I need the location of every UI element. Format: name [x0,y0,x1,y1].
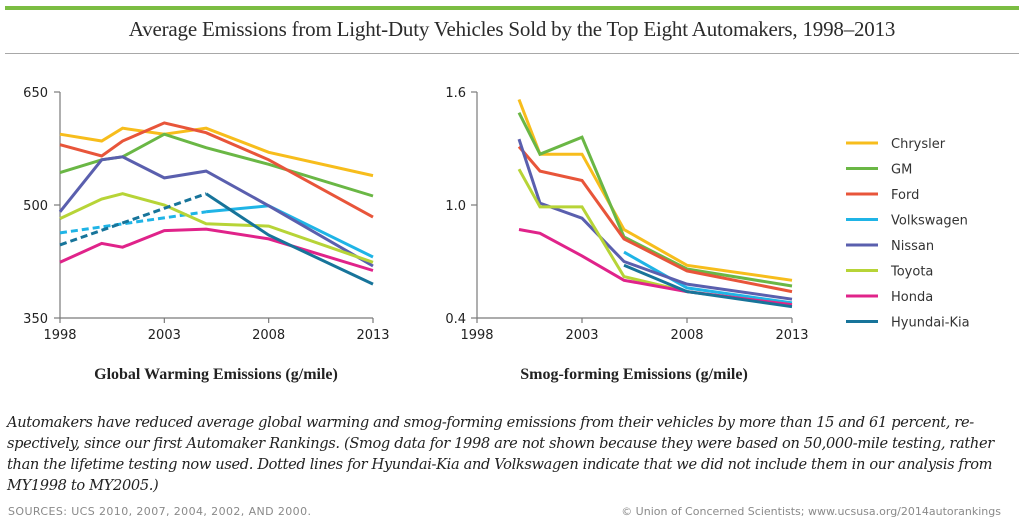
series-line-nissan [58,155,374,268]
caption: Automakers have reduced average global w… [7,412,1017,496]
x-axis-title: Global Warming Emissions (g/mile) [94,366,338,383]
series-line-volkswagen-dashed [59,210,207,235]
series-line-honda [59,227,374,272]
caption-line: spectively, since our first Automaker Ra… [7,435,994,452]
x-tick-label: 1998 [460,328,493,343]
series-line-hyundai-kia [205,192,374,286]
y-tick-label: 0.4 [445,312,466,327]
y-tick-label: 1.6 [445,86,466,101]
smog-forming-chart: 0.4 1.0 1.6 1998 2003 2008 2013 Smog-forming Em… [445,86,808,383]
charts-canvas: 350 500 650 1998 2003 2008 2013 Global Warming … [23,86,970,383]
global-warming-chart: 350 500 650 1998 2003 2008 2013 Global Warming … [23,86,389,383]
y-tick-label: 650 [23,86,48,101]
x-tick-label: 1998 [43,328,76,343]
series-line-gm [517,112,793,288]
series-line-hyundai-kia [623,263,793,309]
x-tick-label: 2013 [775,328,808,343]
x-tick-label: 2003 [565,328,598,343]
legend-label-toyota: Toyota [890,265,933,280]
legend-label-nissan: Nissan [891,239,934,254]
series-line-ford [517,145,793,294]
caption-line: than the lifetime testing now used. Dott… [7,456,993,473]
credit-line: © Union of Concerned Scientists; www.ucs… [621,505,1001,518]
legend-label-gm: GM [891,163,912,178]
x-tick-label: 2013 [356,328,389,343]
accent-bar [5,6,1019,10]
legend-label-volkswagen: Volkswagen [891,214,968,229]
y-tick-label: 350 [23,312,48,327]
series-line-volkswagen [623,250,793,305]
series-line-volkswagen [205,204,374,259]
caption-line: Automakers have reduced average global w… [7,414,974,431]
sources-note: SOURCES: UCS 2010, 2007, 2004, 2002, AND… [8,505,312,518]
legend: Chrysler GM Ford Volkswagen Nissan Toyota Hond… [846,137,970,331]
series-line-ford [59,121,374,219]
legend-label-ford: Ford [891,188,919,203]
x-tick-label: 2003 [148,328,181,343]
legend-label-chrysler: Chrysler [891,137,946,152]
series-line-hyundai-kia-dashed [59,192,207,247]
x-tick-label: 2008 [670,328,703,343]
series-line-toyota [59,192,374,264]
title-divider [5,53,1019,54]
y-tick-label: 1.0 [445,199,466,214]
caption-line: MY1998 to MY2005.) [7,477,159,494]
legend-label-hyundai-kia: Hyundai-Kia [891,316,970,331]
x-axis-title: Smog-forming Emissions (g/mile) [520,366,748,383]
chart-title: Average Emissions from Light-Duty Vehicl… [128,17,896,41]
y-tick-label: 500 [23,199,48,214]
x-tick-label: 2008 [252,328,285,343]
legend-label-honda: Honda [891,290,933,305]
